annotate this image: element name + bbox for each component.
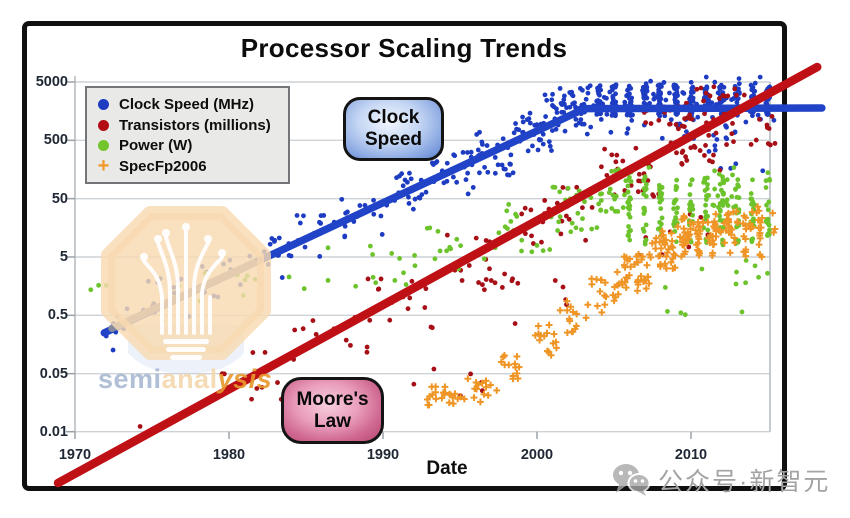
legend-label: Clock Speed (MHz) [119, 95, 255, 113]
wechat-icon [613, 464, 651, 496]
semianalysis-wordmark-part1: semi [98, 364, 162, 394]
clock-speed-callout: Clock Speed [343, 97, 444, 161]
x-axis-title: Date [426, 458, 468, 479]
y-tick-label: 0.05 [39, 365, 68, 382]
legend-label: Transistors (millions) [119, 116, 271, 134]
y-tick-label: 5000 [35, 74, 68, 90]
semianalysis-wordmark-part3: ysis [217, 364, 273, 394]
legend-item-power: Power (W) [97, 136, 282, 157]
moores-law-callout: Moore's Law [281, 377, 384, 444]
y-tick-label: 0.01 [39, 423, 68, 440]
chart-title: Processor Scaling Trends [240, 33, 568, 63]
transistors-dot-icon [98, 119, 109, 131]
semianalysis-wordmark-part2: anal [161, 364, 218, 394]
clock-speed-dot-icon [98, 98, 109, 110]
moores-law-callout-line2: Law [314, 410, 351, 432]
chart-legend: Clock Speed (MHz) Transistors (millions)… [85, 86, 290, 184]
x-tick-label: 2000 [520, 447, 554, 463]
moores-law-callout-line1: Moore's [296, 388, 369, 410]
clock-speed-callout-line1: Clock [367, 107, 420, 128]
x-tick-label: 1970 [58, 447, 92, 463]
legend-item-specfp: + SpecFp2006 [97, 156, 282, 177]
legend-label: SpecFp2006 [119, 158, 207, 176]
x-tick-label: 1990 [366, 447, 400, 463]
x-tick-label: 2010 [674, 447, 708, 463]
clock-speed-callout-line2: Speed [364, 129, 423, 150]
y-tick-label: 5 [59, 248, 68, 265]
power-dot-icon [98, 140, 109, 152]
semianalysis-wordmark: semianalysis [98, 364, 272, 395]
x-tick-label: 1980 [212, 447, 246, 463]
y-tick-label: 50 [51, 190, 68, 207]
wechat-watermark-text: 公众号·新智元 [658, 468, 831, 496]
specfp-plus-icon: + [97, 155, 110, 178]
legend-item-transistors: Transistors (millions) [97, 115, 282, 136]
legend-label: Power (W) [119, 137, 193, 155]
y-axis-tick-labels: 5000 500 50 5 0.5 0.05 0.01 [16, 0, 68, 518]
wechat-watermark: 公众号·新智元 [611, 462, 830, 498]
y-tick-label: 500 [43, 132, 68, 149]
y-tick-label: 0.5 [47, 307, 68, 324]
legend-item-clock-speed: Clock Speed (MHz) [97, 94, 282, 115]
